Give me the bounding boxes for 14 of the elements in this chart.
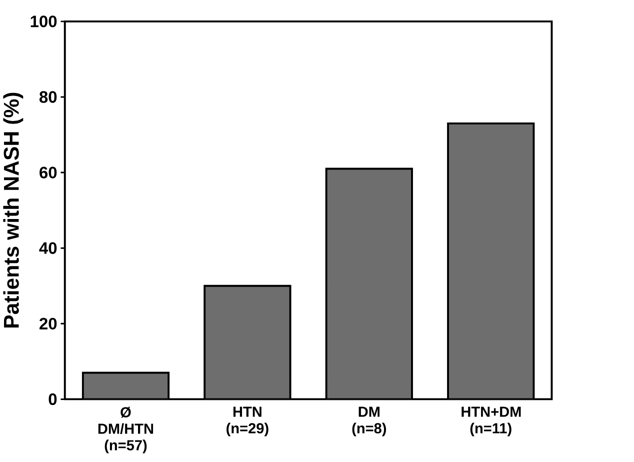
y-tick-label: 40 bbox=[39, 242, 57, 254]
y-axis-title: Patients with NASH (%) bbox=[3, 93, 24, 328]
x-tick-label: Ø DM/HTN (n=57) bbox=[98, 407, 154, 454]
x-tick-label: HTN (n=29) bbox=[226, 407, 268, 437]
x-tick-label: DM (n=8) bbox=[352, 407, 386, 437]
y-tick-label: 0 bbox=[48, 394, 57, 406]
y-tick-label: 20 bbox=[40, 318, 57, 330]
x-tick-label: HTN+DM (n=11) bbox=[462, 407, 521, 437]
y-tick-label: 80 bbox=[39, 91, 57, 104]
bar bbox=[204, 286, 290, 400]
y-tick-label: 100 bbox=[30, 16, 57, 28]
bar bbox=[326, 168, 412, 400]
y-tick-label: 60 bbox=[40, 166, 57, 179]
bar bbox=[82, 373, 169, 400]
